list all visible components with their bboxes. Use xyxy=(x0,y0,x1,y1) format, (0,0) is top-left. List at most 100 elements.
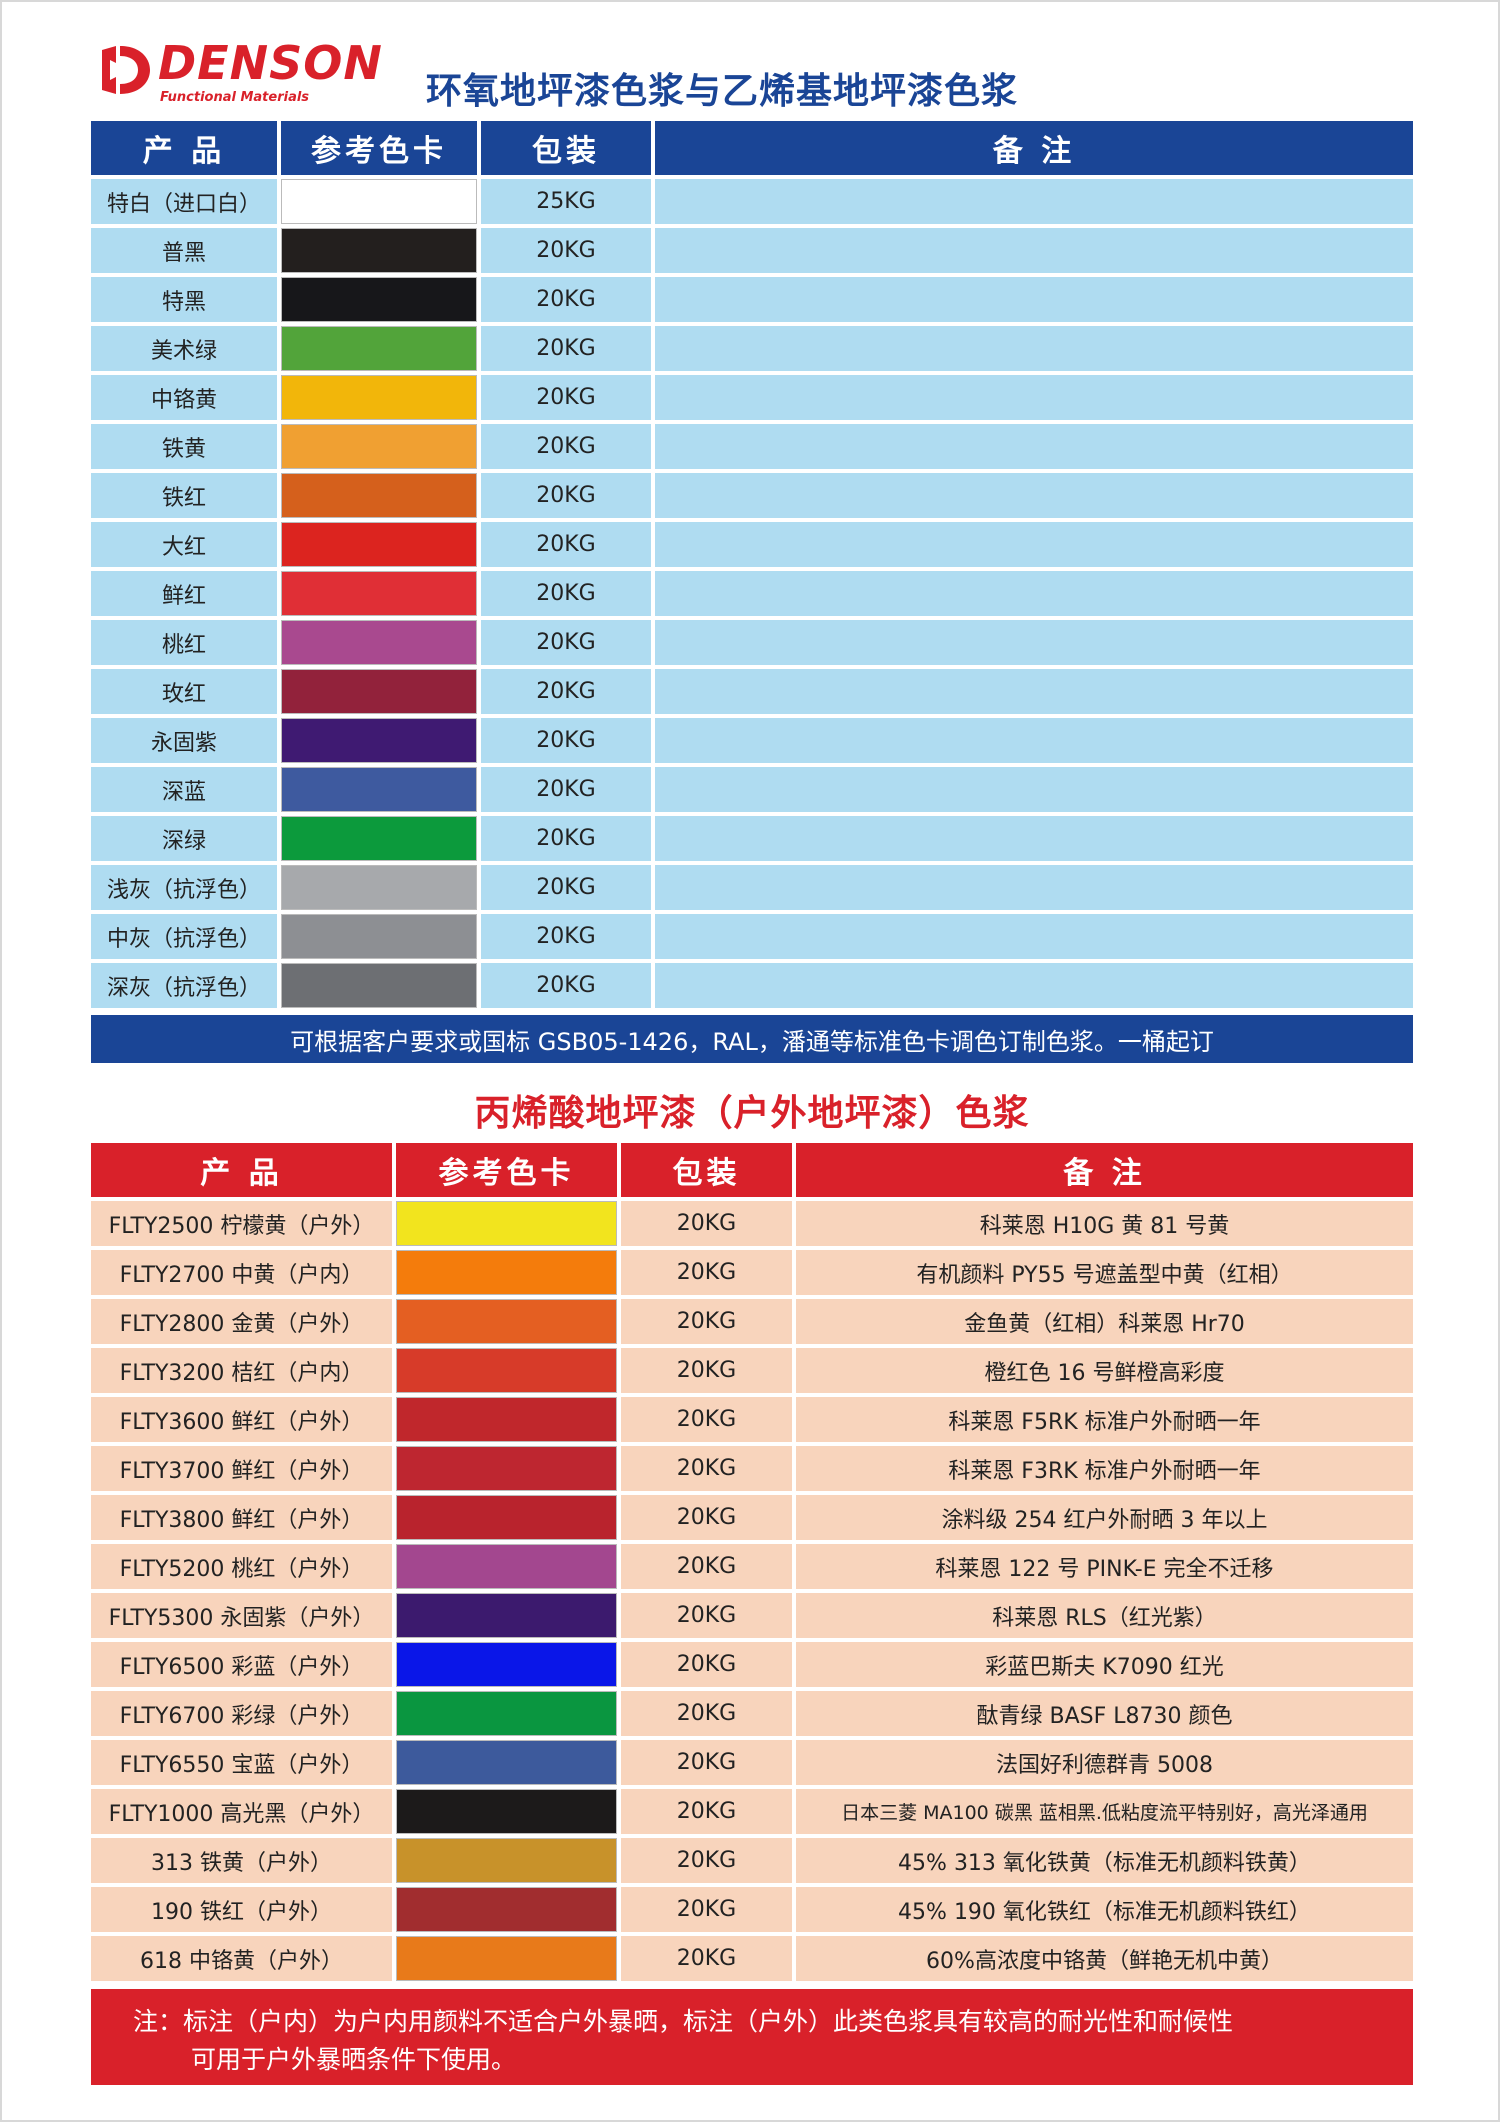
package-size: 20KG xyxy=(621,1397,792,1442)
table-row: 深蓝 20KG xyxy=(91,767,1413,812)
product-name: FLTY3700 鲜红（户外） xyxy=(91,1446,392,1491)
header-package: 包装 xyxy=(621,1143,792,1197)
product-name: 桃红 xyxy=(91,620,277,665)
header-color-card: 参考色卡 xyxy=(281,121,477,175)
remark: 金鱼黄（红相）科莱恩 Hr70 xyxy=(796,1299,1413,1344)
package-size: 20KG xyxy=(621,1691,792,1736)
product-name: FLTY5300 永固紫（户外） xyxy=(91,1593,392,1638)
product-name: FLTY3800 鲜红（户外） xyxy=(91,1495,392,1540)
package-size: 20KG xyxy=(621,1495,792,1540)
color-swatch xyxy=(281,375,477,420)
product-name: 特黑 xyxy=(91,277,277,322)
table-row: FLTY6550 宝蓝（户外） 20KG 法国好利德群青 5008 xyxy=(91,1740,1413,1785)
denson-logo-mark-icon xyxy=(102,46,150,94)
acrylic-colorant-table: 产 品 参考色卡 包装 备 注 FLTY2500 柠檬黄（户外） 20KG 科莱恩 … xyxy=(91,1143,1413,1981)
table-row: FLTY5200 桃红（户外） 20KG 科莱恩 122 号 PINK-E 完全不迁… xyxy=(91,1544,1413,1589)
table-row: FLTY2500 柠檬黄（户外） 20KG 科莱恩 H10G 黄 81 号黄 xyxy=(91,1201,1413,1246)
product-name: 美术绿 xyxy=(91,326,277,371)
header-product: 产 品 xyxy=(91,1143,392,1197)
remark: 45% 313 氧化铁黄（标准无机颜料铁黄） xyxy=(796,1838,1413,1883)
product-name: 铁黄 xyxy=(91,424,277,469)
denson-logo: DENSON Functional Materials xyxy=(100,36,390,112)
color-swatch xyxy=(281,424,477,469)
table-row: 玫红 20KG xyxy=(91,669,1413,714)
product-name: FLTY3600 鲜红（户外） xyxy=(91,1397,392,1442)
package-size: 20KG xyxy=(621,1593,792,1638)
color-swatch xyxy=(396,1201,617,1246)
product-name: FLTY1000 高光黑（户外） xyxy=(91,1789,392,1834)
color-swatch xyxy=(281,865,477,910)
table-row: 特白（进口白） 25KG xyxy=(91,179,1413,224)
product-name: FLTY5200 桃红（户外） xyxy=(91,1544,392,1589)
color-swatch xyxy=(396,1397,617,1442)
header-package: 包装 xyxy=(481,121,651,175)
table-row: 鲜红 20KG xyxy=(91,571,1413,616)
package-size: 20KG xyxy=(481,473,651,518)
remark xyxy=(655,179,1413,224)
table-row: 618 中铬黄（户外） 20KG 60%高浓度中铬黄（鲜艳无机中黄） xyxy=(91,1936,1413,1981)
remark xyxy=(655,620,1413,665)
color-swatch xyxy=(281,669,477,714)
table-row: 313 铁黄（户外） 20KG 45% 313 氧化铁黄（标准无机颜料铁黄） xyxy=(91,1838,1413,1883)
product-name: 玫红 xyxy=(91,669,277,714)
remark xyxy=(655,865,1413,910)
color-swatch xyxy=(396,1593,617,1638)
product-name: FLTY6550 宝蓝（户外） xyxy=(91,1740,392,1785)
product-name: 中铬黄 xyxy=(91,375,277,420)
package-size: 20KG xyxy=(621,1348,792,1393)
product-name: FLTY2800 金黄（户外） xyxy=(91,1299,392,1344)
package-size: 20KG xyxy=(621,1544,792,1589)
package-size: 20KG xyxy=(621,1201,792,1246)
color-swatch xyxy=(396,1789,617,1834)
package-size: 20KG xyxy=(621,1887,792,1932)
product-name: 铁红 xyxy=(91,473,277,518)
section1-title: 环氧地坪漆色浆与乙烯基地坪漆色浆 xyxy=(426,71,1019,112)
color-swatch xyxy=(281,914,477,959)
product-name: FLTY3200 桔红（户内） xyxy=(91,1348,392,1393)
package-size: 20KG xyxy=(481,277,651,322)
remark: 酞青绿 BASF L8730 颜色 xyxy=(796,1691,1413,1736)
custom-order-note: 可根据客户要求或国标 GSB05-1426，RAL，潘通等标准色卡调色订制色浆。… xyxy=(91,1015,1413,1063)
table-row: FLTY3200 桔红（户内） 20KG 橙红色 16 号鲜橙高彩度 xyxy=(91,1348,1413,1393)
remark xyxy=(655,767,1413,812)
epoxy-colorant-table: 产 品 参考色卡 包装 备 注 特白（进口白） 25KG 普黑 20KG 特黑 20KG 美… xyxy=(91,121,1413,1008)
table-body: FLTY2500 柠檬黄（户外） 20KG 科莱恩 H10G 黄 81 号黄 FLTY… xyxy=(91,1201,1413,1981)
header-product: 产 品 xyxy=(91,121,277,175)
color-swatch xyxy=(396,1691,617,1736)
section2-title: 丙烯酸地坪漆（户外地坪漆）色浆 xyxy=(474,1093,1030,1134)
header: DENSON Functional Materials 环氧地坪漆色浆与乙烯基地… xyxy=(92,32,1412,112)
product-name: 特白（进口白） xyxy=(91,179,277,224)
package-size: 20KG xyxy=(621,1446,792,1491)
color-swatch xyxy=(281,179,477,224)
table-row: FLTY5300 永固紫（户外） 20KG 科莱恩 RLS（红光紫） xyxy=(91,1593,1413,1638)
package-size: 20KG xyxy=(481,816,651,861)
table-row: FLTY3600 鲜红（户外） 20KG 科莱恩 F5RK 标准户外耐晒一年 xyxy=(91,1397,1413,1442)
table-row: FLTY2700 中黄（户内） 20KG 有机颜料 PY55 号遮盖型中黄（红相） xyxy=(91,1250,1413,1295)
package-size: 20KG xyxy=(621,1740,792,1785)
remark xyxy=(655,326,1413,371)
product-name: FLTY6500 彩蓝（户外） xyxy=(91,1642,392,1687)
brand-tagline: Functional Materials xyxy=(160,90,310,105)
color-swatch xyxy=(281,718,477,763)
table-row: 特黑 20KG xyxy=(91,277,1413,322)
remark: 有机颜料 PY55 号遮盖型中黄（红相） xyxy=(796,1250,1413,1295)
package-size: 20KG xyxy=(481,326,651,371)
color-swatch xyxy=(396,1495,617,1540)
color-swatch xyxy=(396,1642,617,1687)
table-body: 特白（进口白） 25KG 普黑 20KG 特黑 20KG 美术绿 20KG 中铬黄 20KG 铁黄 2… xyxy=(91,179,1413,1008)
product-name: 大红 xyxy=(91,522,277,567)
product-name: 313 铁黄（户外） xyxy=(91,1838,392,1883)
color-swatch xyxy=(396,1250,617,1295)
color-swatch xyxy=(281,767,477,812)
product-name: 深灰（抗浮色） xyxy=(91,963,277,1008)
table-row: 中灰（抗浮色） 20KG xyxy=(91,914,1413,959)
color-swatch xyxy=(281,473,477,518)
remark: 科莱恩 F3RK 标准户外耐晒一年 xyxy=(796,1446,1413,1491)
product-name: 浅灰（抗浮色） xyxy=(91,865,277,910)
remark xyxy=(655,914,1413,959)
note-line-2: 可用于户外暴晒条件下使用。 xyxy=(191,2045,517,2074)
remark: 45% 190 氧化铁红（标准无机颜料铁红） xyxy=(796,1887,1413,1932)
remark: 科莱恩 RLS（红光紫） xyxy=(796,1593,1413,1638)
package-size: 20KG xyxy=(621,1250,792,1295)
